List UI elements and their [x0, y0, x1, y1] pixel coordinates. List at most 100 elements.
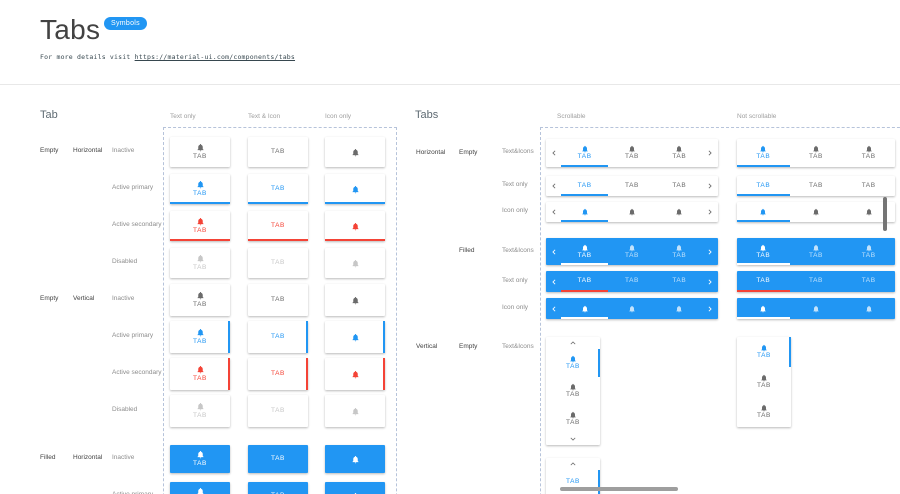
tab[interactable]: TAB	[737, 397, 791, 427]
tab-specimen-disabled[interactable]: TAB	[170, 395, 230, 427]
scroll-right-icon[interactable]	[703, 176, 718, 196]
tab[interactable]: TAB	[842, 139, 895, 167]
tab-specimen-filled[interactable]	[325, 445, 385, 473]
scroll-up-icon[interactable]	[546, 337, 600, 349]
tab-specimen-primary[interactable]	[325, 174, 385, 204]
tab-specimen-primary[interactable]: TAB	[248, 321, 308, 353]
tab-specimen-primary[interactable]	[325, 321, 385, 353]
tab-specimen-disabled[interactable]: TAB	[248, 248, 308, 278]
tab-specimen-secondary[interactable]: TAB	[170, 211, 230, 241]
tab[interactable]	[656, 202, 703, 222]
scroll-down-icon[interactable]	[546, 433, 600, 445]
tab-specimen-disabled[interactable]: TAB	[248, 395, 308, 427]
active-indicator	[561, 220, 609, 222]
tab-specimen-disabled[interactable]: TAB	[170, 248, 230, 278]
tab[interactable]	[656, 298, 703, 319]
scroll-left-icon[interactable]	[546, 139, 561, 167]
state-label: Inactive	[112, 147, 135, 154]
tab-active[interactable]	[737, 202, 790, 222]
tab[interactable]: TAB	[790, 176, 843, 196]
scroll-right-icon[interactable]	[703, 202, 718, 222]
tab[interactable]	[608, 298, 655, 319]
tab-specimen-inactive[interactable]: TAB	[248, 137, 308, 167]
scroll-left-icon[interactable]	[546, 176, 561, 196]
tab-specimen-secondary[interactable]	[325, 211, 385, 241]
tab-specimen-inactive[interactable]: TAB	[170, 137, 230, 167]
tab-specimen-filled[interactable]: TAB	[170, 445, 230, 473]
tab-specimen-disabled[interactable]	[325, 248, 385, 278]
tab-active[interactable]: TAB	[737, 139, 790, 167]
tab[interactable]: TAB	[656, 238, 703, 265]
scroll-right-icon[interactable]	[703, 271, 718, 292]
scroll-left-icon[interactable]	[546, 238, 561, 265]
tab-specimen-inactive[interactable]: TAB	[170, 284, 230, 316]
tab-specimen-primary[interactable]: TAB	[170, 174, 230, 204]
tab[interactable]: TAB	[656, 271, 703, 292]
tab[interactable]: TAB	[656, 176, 703, 196]
tab-specimen-secondary[interactable]: TAB	[248, 211, 308, 241]
tab[interactable]	[842, 202, 895, 222]
tab[interactable]: TAB	[790, 238, 843, 265]
tab-specimen-primary[interactable]: TAB	[170, 321, 230, 353]
tab-active[interactable]: TAB	[737, 176, 790, 196]
vertical-scrollbar[interactable]	[883, 197, 887, 231]
tab-active[interactable]: TAB	[561, 139, 609, 167]
tab-specimen-primary[interactable]: TAB	[248, 174, 308, 204]
tab-specimen-filled-active[interactable]: TAB	[248, 482, 308, 494]
tab-specimen-filled-active[interactable]: TAB	[170, 482, 230, 494]
tab[interactable]: TAB	[608, 271, 655, 292]
tab-label: TAB	[566, 477, 580, 485]
tab-active[interactable]: TAB	[737, 271, 790, 292]
horizontal-scrollbar[interactable]	[560, 487, 678, 491]
tab-active[interactable]: TAB	[561, 271, 609, 292]
scroll-right-icon[interactable]	[703, 139, 718, 167]
tab[interactable]: TAB	[656, 139, 703, 167]
tab-active[interactable]: TAB	[561, 238, 609, 265]
scroll-left-icon[interactable]	[546, 271, 561, 292]
content-label: Icon only	[502, 207, 529, 214]
tab-specimen-filled-active[interactable]	[325, 482, 385, 494]
tab[interactable]: TAB	[842, 176, 895, 196]
tab-active[interactable]	[737, 298, 790, 319]
bell-icon	[581, 305, 589, 313]
tab[interactable]: TAB	[608, 176, 655, 196]
tab-specimen-inactive[interactable]	[325, 284, 385, 316]
tab-active[interactable]: TAB	[737, 337, 791, 367]
tab[interactable]: TAB	[790, 139, 843, 167]
scroll-up-icon[interactable]	[546, 458, 600, 470]
scroll-right-icon[interactable]	[703, 238, 718, 265]
tab-specimen-inactive[interactable]	[325, 137, 385, 167]
tab-specimen-inactive[interactable]: TAB	[248, 284, 308, 316]
tab[interactable]	[608, 202, 655, 222]
tab[interactable]: TAB	[546, 377, 600, 405]
tab[interactable]: TAB	[842, 238, 895, 265]
tab-specimen-secondary[interactable]: TAB	[170, 358, 230, 390]
tab[interactable]: TAB	[608, 238, 655, 265]
tab[interactable]	[790, 298, 843, 319]
bell-icon	[351, 259, 360, 268]
tab-active[interactable]: TAB	[561, 176, 609, 196]
scroll-right-icon[interactable]	[703, 298, 718, 319]
scroll-left-icon[interactable]	[546, 298, 561, 319]
tab[interactable]: TAB	[546, 405, 600, 433]
tab[interactable]: TAB	[842, 271, 895, 292]
tab-active[interactable]: TAB	[546, 470, 600, 494]
tabs-bar	[737, 202, 895, 222]
tab-specimen-filled[interactable]: TAB	[248, 445, 308, 473]
tab[interactable]: TAB	[608, 139, 655, 167]
scroll-left-icon[interactable]	[546, 202, 561, 222]
tab-active[interactable]	[561, 298, 609, 319]
tab[interactable]: TAB	[737, 367, 791, 397]
tab[interactable]	[790, 202, 843, 222]
tab[interactable]	[842, 298, 895, 319]
fill-label: Filled	[40, 454, 56, 461]
tab-label: TAB	[756, 181, 771, 189]
tab-active[interactable]	[561, 202, 609, 222]
tab-specimen-secondary[interactable]	[325, 358, 385, 390]
tab-active[interactable]: TAB	[546, 349, 600, 377]
tab[interactable]: TAB	[790, 271, 843, 292]
docs-link[interactable]: https://material-ui.com/components/tabs	[134, 53, 296, 61]
tab-active[interactable]: TAB	[737, 238, 790, 265]
tab-specimen-disabled[interactable]	[325, 395, 385, 427]
tab-specimen-secondary[interactable]: TAB	[248, 358, 308, 390]
